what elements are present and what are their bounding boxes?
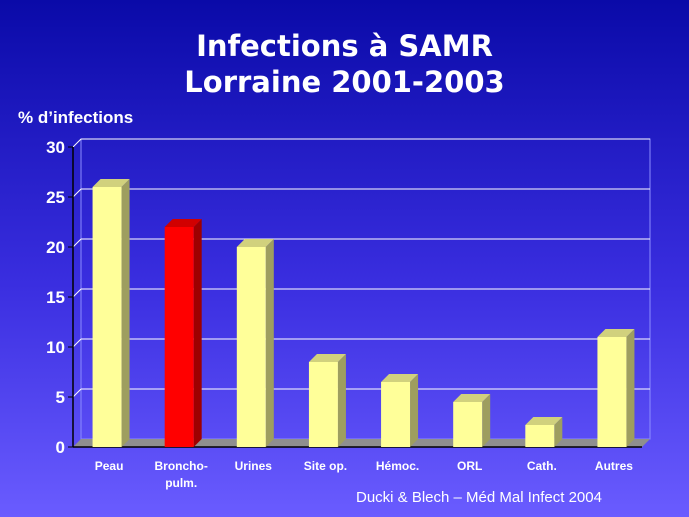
gridline-diagonal <box>72 388 82 398</box>
plot-floor <box>73 439 650 447</box>
x-tick-label: Cath. <box>527 459 557 473</box>
gridline-diagonal <box>72 238 82 248</box>
y-tick-label: 10 <box>46 338 65 357</box>
bar <box>453 394 491 447</box>
gridline-diagonal <box>72 138 82 148</box>
bar <box>381 374 419 447</box>
bar <box>164 219 202 447</box>
bar <box>525 417 563 447</box>
bar <box>308 354 346 447</box>
y-axis-label: % d’infections <box>18 108 134 127</box>
x-tick-label: Site op. <box>304 459 347 473</box>
bar-top <box>381 374 419 382</box>
y-tick-label: 25 <box>46 188 65 207</box>
bar-front <box>597 337 627 447</box>
bar-top <box>236 239 274 247</box>
x-tick-label: Peau <box>95 459 124 473</box>
gridline-diagonal <box>72 188 82 198</box>
bar-side <box>337 354 346 447</box>
title-line-1: Infections à SAMR <box>196 29 493 63</box>
x-tick-label: Broncho- <box>155 459 208 473</box>
source-citation: Ducki & Blech – Méd Mal Infect 2004 <box>356 489 602 506</box>
bar-top <box>453 394 491 402</box>
title-line-2: Lorraine 2001-2003 <box>184 65 505 99</box>
bar-front <box>236 247 266 447</box>
bar-top <box>597 329 635 337</box>
gridline-diagonal <box>72 288 82 298</box>
bar-front <box>381 382 411 447</box>
x-tick-label: Autres <box>595 459 633 473</box>
y-tick-label: 20 <box>46 238 65 257</box>
bar-front <box>525 425 555 447</box>
bar-side <box>121 179 130 447</box>
bar-side <box>554 417 563 447</box>
bar-top <box>164 219 202 227</box>
bar <box>92 179 130 447</box>
bar-side <box>482 394 491 447</box>
bar-top <box>308 354 346 362</box>
bar-side <box>410 374 419 447</box>
bar-side <box>626 329 635 447</box>
bar-front <box>308 362 338 447</box>
x-tick-label: ORL <box>457 459 482 473</box>
y-tick-label: 0 <box>56 438 65 457</box>
bar <box>236 239 274 447</box>
bar-side <box>265 239 274 447</box>
bar-side <box>193 219 202 447</box>
bar-front <box>92 187 122 447</box>
bar-front <box>453 402 483 447</box>
bar <box>597 329 635 447</box>
y-tick-label: 30 <box>46 138 65 157</box>
y-tick-label: 5 <box>56 388 65 407</box>
y-tick-label: 15 <box>46 288 65 307</box>
gridline-diagonal <box>72 338 82 348</box>
x-tick-label: Hémoc. <box>376 459 419 473</box>
chart-title: Infections à SAMR Lorraine 2001-2003 <box>0 28 689 100</box>
bar-front <box>164 227 194 447</box>
x-tick-label: Urines <box>235 459 273 473</box>
x-tick-label: pulm. <box>165 476 197 490</box>
bar-top <box>92 179 130 187</box>
bar-top <box>525 417 563 425</box>
